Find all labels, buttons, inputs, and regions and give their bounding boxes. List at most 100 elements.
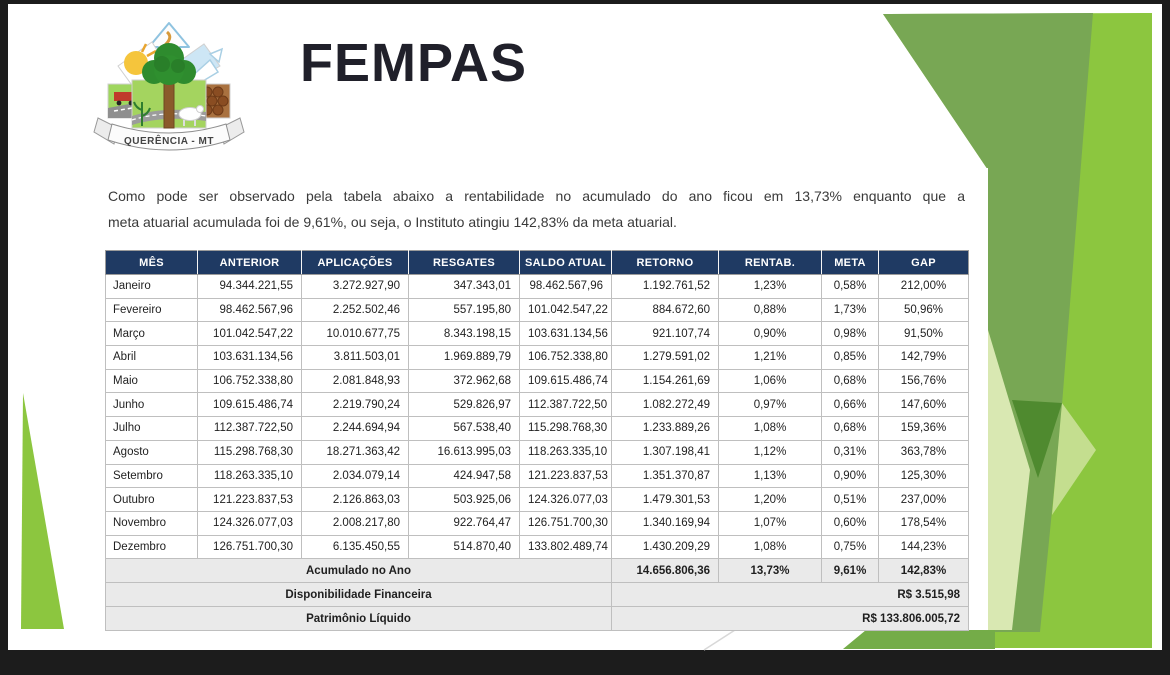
cell-aplicacoes: 18.271.363,42 [301,439,409,465]
cell-mes: Julho [105,416,198,441]
summary-gap: 142,83% [878,558,969,584]
cell-anterior: 101.042.547,22 [197,321,302,347]
cell-gap: 147,60% [878,392,969,418]
cell-resgates: 567.538,40 [408,416,520,441]
cell-gap: 212,00% [878,274,969,299]
cell-rentab: 0,97% [718,392,822,418]
cell-meta: 0,98% [821,321,879,347]
cell-gap: 178,54% [878,510,969,536]
cell-meta: 0,68% [821,416,879,441]
cell-mes: Setembro [105,463,198,489]
cell-meta: 1,73% [821,297,879,323]
cell-rentab: 1,13% [718,463,822,489]
cell-gap: 144,23% [878,534,969,560]
cell-aplicacoes: 2.034.079,14 [301,463,409,489]
cell-rentab: 1,20% [718,487,822,512]
cell-anterior: 103.631.134,56 [197,345,302,370]
summary-row-patrimonio: Patrimônio Líquido R$ 133.806.005,72 [105,606,969,632]
cell-meta: 0,90% [821,463,879,489]
cell-rentab: 0,90% [718,321,822,347]
cell-meta: 0,75% [821,534,879,560]
col-header-mes: MÊS [105,250,198,275]
col-header-aplicacoes: APLICAÇÕES [301,250,409,275]
cell-gap: 363,78% [878,439,969,465]
cell-resgates: 8.343.198,15 [408,321,520,347]
summary-meta: 9,61% [821,558,879,584]
cell-mes: Outubro [105,487,198,512]
crest-corn-icon [133,101,151,126]
cell-saldo-atual: 106.752.338,80 [519,345,612,370]
cell-retorno: 921.107,74 [611,321,719,347]
summary-row-disponibilidade: Disponibilidade Financeira R$ 3.515,98 [105,582,969,608]
table-row: Fevereiro 98.462.567,96 2.252.502,46 557… [105,297,969,323]
table-row: Junho 109.615.486,74 2.219.790,24 529.82… [105,392,969,418]
cell-meta: 0,68% [821,368,879,394]
cell-mes: Maio [105,368,198,394]
cell-aplicacoes: 2.244.694,94 [301,416,409,441]
returns-table: MÊS ANTERIOR APLICAÇÕES RESGATES SALDO A… [105,250,969,632]
table-row: Outubro 121.223.837,53 2.126.863,03 503.… [105,487,969,512]
cell-mes: Março [105,321,198,347]
cell-resgates: 922.764,47 [408,510,520,536]
cell-mes: Novembro [105,510,198,536]
cell-resgates: 503.925,06 [408,487,520,512]
cell-mes: Abril [105,345,198,370]
cell-aplicacoes: 2.081.848,93 [301,368,409,394]
cell-mes: Dezembro [105,534,198,560]
cell-saldo-atual: 118.263.335,10 [519,439,612,465]
cell-mes: Junho [105,392,198,418]
cell-mes: Janeiro [105,274,198,299]
cell-aplicacoes: 2.219.790,24 [301,392,409,418]
table-row: Abril 103.631.134,56 3.811.503,01 1.969.… [105,345,969,370]
cell-retorno: 1.430.209,29 [611,534,719,560]
col-header-resgates: RESGATES [408,250,520,275]
cell-aplicacoes: 2.252.502,46 [301,297,409,323]
cell-anterior: 98.462.567,96 [197,297,302,323]
cell-mes: Agosto [105,439,198,465]
cell-rentab: 1,07% [718,510,822,536]
cell-aplicacoes: 2.126.863,03 [301,487,409,512]
cell-mes: Fevereiro [105,297,198,323]
summary-value: R$ 3.515,98 [611,582,969,608]
col-header-anterior: ANTERIOR [197,250,302,275]
cell-retorno: 1.479.301,53 [611,487,719,512]
col-header-gap: GAP [878,250,969,275]
cell-retorno: 1.082.272,49 [611,392,719,418]
cell-saldo-atual: 115.298.768,30 [519,416,612,441]
summary-retorno: 14.656.806,36 [611,558,719,584]
cell-retorno: 884.672,60 [611,297,719,323]
table-row: Setembro 118.263.335,10 2.034.079,14 424… [105,463,969,489]
table-row: Dezembro 126.751.700,30 6.135.450,55 514… [105,534,969,560]
cell-anterior: 109.615.486,74 [197,392,302,418]
cell-retorno: 1.307.198,41 [611,439,719,465]
cell-rentab: 1,08% [718,534,822,560]
cell-resgates: 347.343,01 [408,274,520,299]
crest-ribbon: QUERÊNCIA - MT [93,117,245,151]
cell-gap: 125,30% [878,463,969,489]
cell-anterior: 94.344.221,55 [197,274,302,299]
summary-label: Disponibilidade Financeira [105,582,612,608]
cell-saldo-atual: 133.802.489,74 [519,534,612,560]
col-header-saldo-atual: SALDO ATUAL [519,250,612,275]
returns-table-wrap: MÊS ANTERIOR APLICAÇÕES RESGATES SALDO A… [105,250,969,632]
cell-anterior: 112.387.722,50 [197,416,302,441]
table-row: Julho 112.387.722,50 2.244.694,94 567.53… [105,416,969,441]
cell-anterior: 118.263.335,10 [197,463,302,489]
cell-anterior: 126.751.700,30 [197,534,302,560]
cell-gap: 91,50% [878,321,969,347]
cell-meta: 0,31% [821,439,879,465]
summary-label: Acumulado no Ano [105,558,612,584]
cell-retorno: 1.154.261,69 [611,368,719,394]
cell-gap: 50,96% [878,297,969,323]
cell-rentab: 1,23% [718,274,822,299]
cell-rentab: 1,06% [718,368,822,394]
cell-rentab: 1,12% [718,439,822,465]
cell-aplicacoes: 3.811.503,01 [301,345,409,370]
cell-meta: 0,51% [821,487,879,512]
cell-resgates: 1.969.889,79 [408,345,520,370]
cell-retorno: 1.279.591,02 [611,345,719,370]
cell-meta: 0,66% [821,392,879,418]
table-header-row: MÊS ANTERIOR APLICAÇÕES RESGATES SALDO A… [105,250,969,275]
table-body: Janeiro 94.344.221,55 3.272.927,90 347.3… [105,274,969,560]
cell-anterior: 121.223.837,53 [197,487,302,512]
